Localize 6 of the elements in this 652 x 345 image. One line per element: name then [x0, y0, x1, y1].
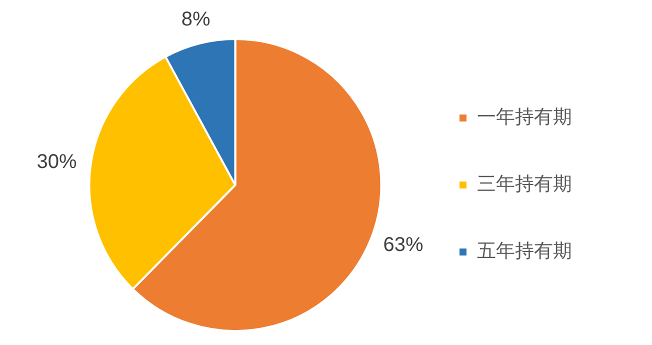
data-label: 30% [36, 151, 78, 174]
legend-label: 五年持有期 [477, 240, 572, 262]
legend-label: 三年持有期 [477, 172, 572, 195]
legend-label: 一年持有期 [477, 106, 572, 128]
data-label: 63% [383, 234, 424, 256]
data-label: 8% [181, 8, 211, 30]
